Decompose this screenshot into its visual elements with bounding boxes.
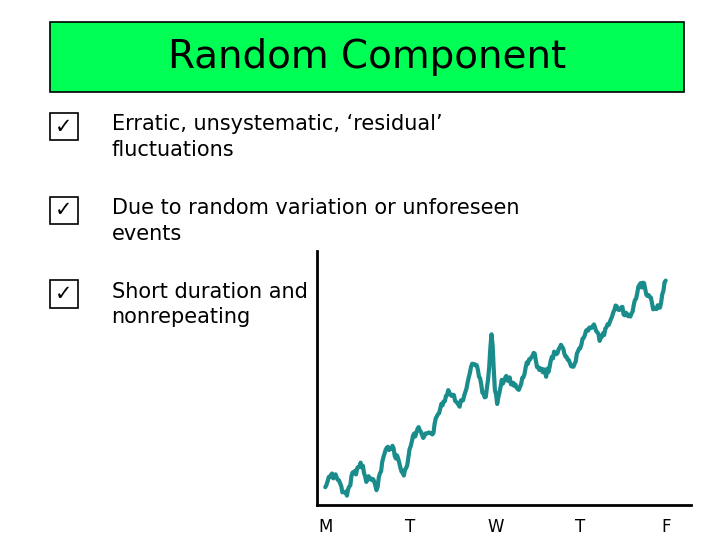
Text: Short duration and
nonrepeating: Short duration and nonrepeating [112,282,307,327]
Text: Erratic, unsystematic, ‘residual’
fluctuations: Erratic, unsystematic, ‘residual’ fluctu… [112,114,442,160]
Text: ✓: ✓ [55,117,73,137]
FancyBboxPatch shape [50,22,684,92]
Text: Due to random variation or unforeseen
events: Due to random variation or unforeseen ev… [112,198,519,244]
Text: Random Component: Random Component [168,38,566,76]
FancyBboxPatch shape [50,280,78,308]
Text: ✓: ✓ [55,284,73,304]
Text: ✓: ✓ [55,200,73,220]
FancyBboxPatch shape [50,113,78,140]
FancyBboxPatch shape [50,197,78,224]
